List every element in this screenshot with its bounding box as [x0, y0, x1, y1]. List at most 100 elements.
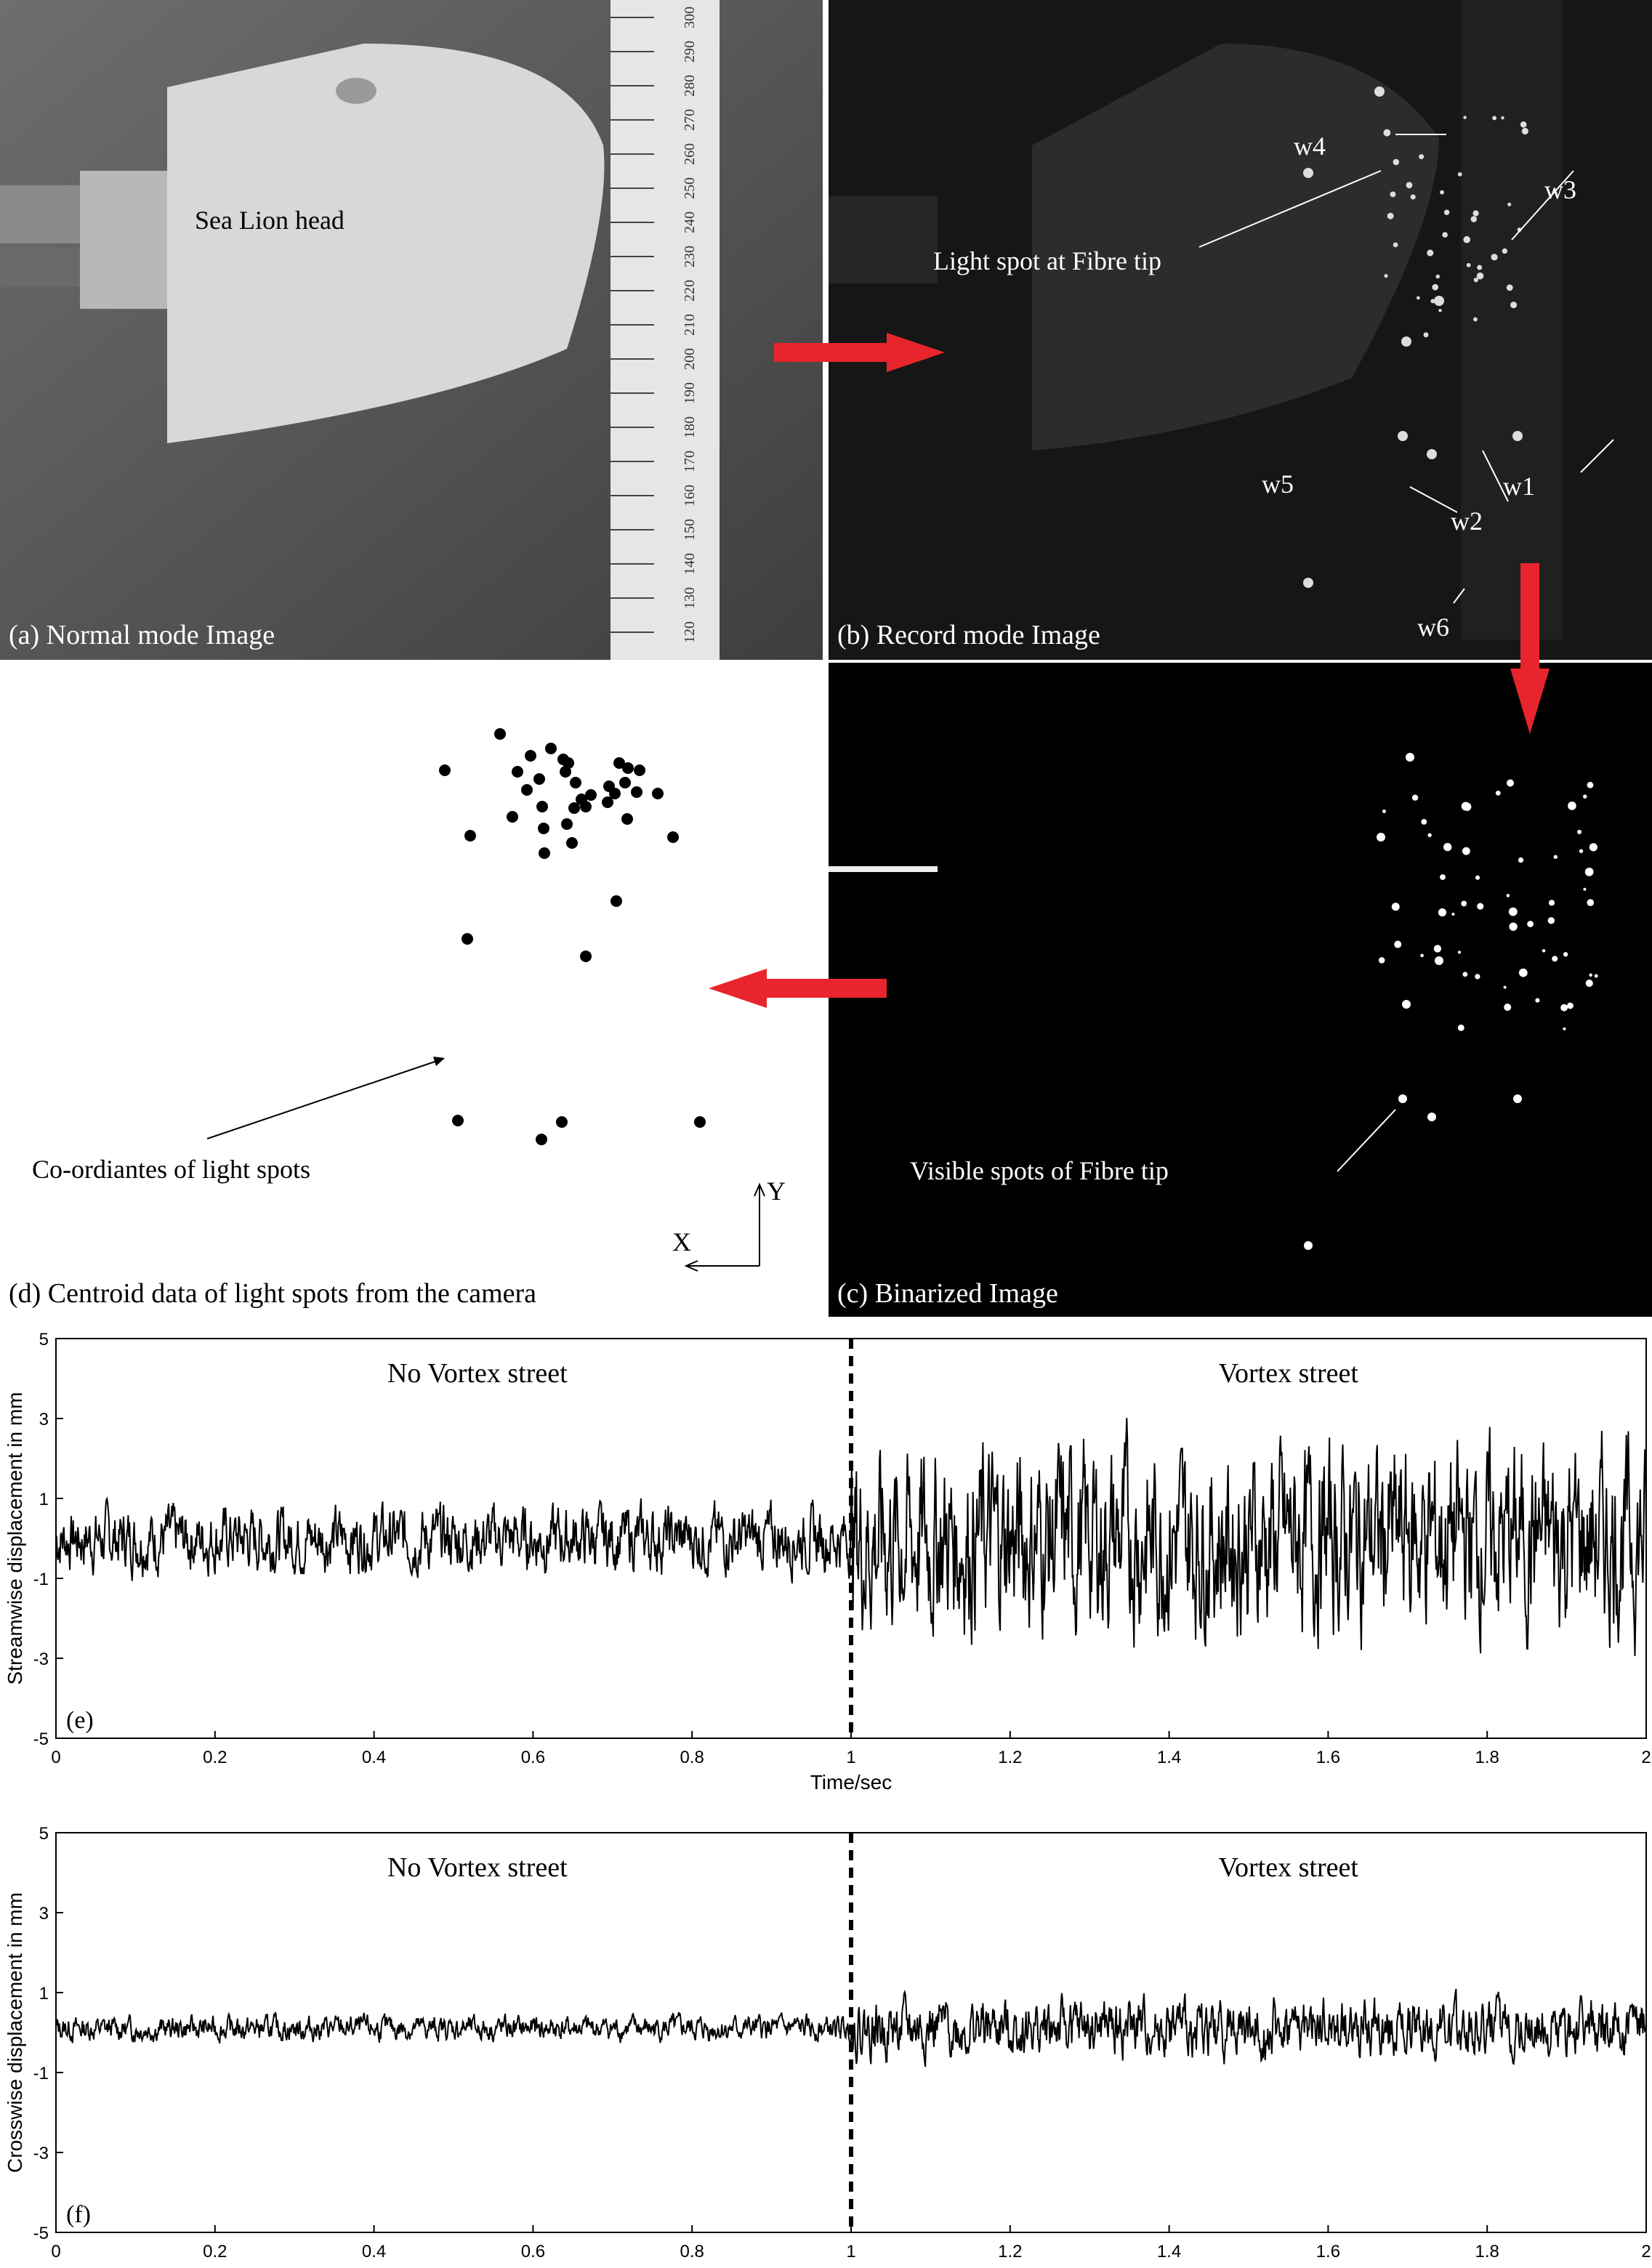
ruler-tick-label: 180: [682, 416, 698, 438]
binarized-spot: [1585, 980, 1593, 988]
x-tick-label: 0.8: [680, 2242, 704, 2261]
binarized-spot: [1583, 794, 1587, 799]
ruler-tick-label: 280: [682, 75, 698, 97]
x-tick-label: 1.6: [1316, 2242, 1340, 2261]
centroid-point: [613, 757, 625, 769]
visible-spots-label: Visible spots of Fibre tip: [910, 1156, 1169, 1185]
whisker-label-w2: w2: [1451, 507, 1483, 536]
light-spot: [1470, 216, 1478, 222]
centroid-point: [536, 1134, 547, 1145]
displacement-series: [55, 1988, 1647, 2067]
light-spot: [1406, 182, 1413, 189]
x-tick-label: 0.6: [521, 2242, 545, 2261]
binarized-spot: [1377, 833, 1385, 842]
y-tick-label: -3: [33, 2144, 49, 2163]
vortex-annotation: Vortex street: [1218, 1852, 1358, 1883]
binarized-spot: [1462, 972, 1468, 977]
centroid-point: [561, 818, 573, 830]
y-tick-label: 5: [39, 1330, 49, 1349]
ruler-tick-label: 250: [682, 177, 698, 199]
coords-pointer: [206, 1058, 444, 1139]
light-spot: [1506, 284, 1513, 291]
light-spot: [1387, 212, 1394, 219]
light-spot: [1476, 272, 1484, 280]
light-spot: [1443, 209, 1450, 216]
centroid-point: [560, 766, 571, 778]
light-spot: [1510, 302, 1518, 309]
binarized-spot: [1527, 921, 1534, 927]
x-axis-label: X: [672, 1227, 691, 1256]
ruler-tick-label: 190: [682, 382, 698, 404]
binarized-spot: [1475, 875, 1480, 880]
light-spot: [1520, 121, 1527, 128]
x-tick-label: 1.6: [1316, 1748, 1340, 1767]
centroid-point: [556, 1116, 568, 1128]
binarized-spot: [1553, 855, 1558, 859]
ruler-tick-label: 160: [682, 485, 698, 507]
panel-c-binarized: Visible spots of Fibre tip (c) Binarized…: [829, 663, 1652, 1317]
centroid-plot: [206, 728, 765, 1272]
centroid-point: [619, 777, 631, 788]
x-tick-label: 0: [51, 2242, 60, 2261]
centroid-point: [602, 796, 613, 808]
ruler-tick-label: 130: [682, 587, 698, 609]
binarized-spot: [1394, 940, 1402, 948]
centroid-point: [452, 1115, 464, 1126]
centroid-point: [634, 764, 645, 776]
chart-f-crosswise: 0 0.2 0.4 0.6 0.8 1 1.2 1.4 1.6 1.8 2 -5 -3 -1 1 3 5 Time…: [4, 1824, 1651, 2268]
binarized-spot: [1433, 945, 1442, 953]
y-tick-label: 1: [39, 1490, 49, 1509]
binarized-spot: [1587, 899, 1595, 906]
binarized-spot: [1440, 874, 1446, 880]
light-spot: [1501, 116, 1504, 120]
light-spot: [1512, 431, 1523, 441]
centroid-point: [694, 1116, 706, 1128]
arrow-c-to-d-icon: [709, 969, 887, 1008]
light-spot: [1303, 168, 1313, 178]
binarized-spot: [1589, 973, 1592, 977]
binarized-spot: [1406, 753, 1414, 762]
ruler-tick-label: 290: [682, 41, 698, 62]
panel-a-caption: (a) Normal mode Image: [9, 620, 275, 650]
binarized-spot: [1304, 1241, 1313, 1250]
centroid-point: [525, 750, 536, 762]
ruler-tick-label: 300: [682, 7, 698, 28]
y-axis-label: Y: [767, 1177, 786, 1206]
centroid-point: [538, 823, 549, 834]
x-tick-label: 0.4: [362, 2242, 386, 2261]
binarized-spot: [1477, 903, 1484, 910]
centroid-point: [521, 784, 533, 796]
panel-b-caption: (b) Record mode Image: [837, 620, 1100, 650]
binarized-spot: [1391, 903, 1400, 911]
x-tick-label: 1.4: [1157, 2242, 1181, 2261]
y-axis-title: Crosswise displacement in mm: [4, 1892, 26, 2173]
binarized-spot: [1411, 794, 1419, 801]
panel-a-normal-mode: 120 130 140 150 160 170 180 190 200 210 220 230 240 2…: [0, 0, 823, 660]
binarized-spot: [1563, 1027, 1566, 1030]
coordinates-label: Co-ordiantes of light spots: [32, 1155, 310, 1184]
binarized-spot: [1552, 956, 1558, 962]
ruler: [611, 0, 720, 660]
panel-d-centroid: Co-ordiantes of light spots Y X (d) Cent…: [0, 663, 823, 1317]
fibre-tip-label: Light spot at Fibre tip: [933, 246, 1161, 275]
x-tick-label: 0.4: [362, 1748, 386, 1767]
centroid-point: [462, 933, 473, 945]
binarized-spot: [1518, 857, 1524, 863]
centroid-point: [507, 811, 518, 823]
binarized-spot: [1378, 957, 1385, 964]
y-tick-label: 1: [39, 1984, 49, 2003]
light-spot: [1477, 265, 1483, 270]
panel-label: (f): [66, 2201, 91, 2228]
binarized-spot: [1508, 907, 1518, 916]
light-spot: [1491, 254, 1495, 258]
binarized-spot: [1579, 849, 1584, 853]
binarized-spot: [1421, 818, 1427, 825]
y-tick-label: 3: [39, 1410, 49, 1429]
centroid-point: [631, 786, 642, 798]
binarized-spot: [1518, 968, 1528, 977]
y-tick-label: -3: [33, 1650, 49, 1669]
binarized-spot: [1427, 1113, 1436, 1121]
whisker-label-w5: w5: [1262, 469, 1294, 499]
light-spot: [1410, 194, 1416, 200]
x-tick-label: 1.2: [998, 2242, 1022, 2261]
